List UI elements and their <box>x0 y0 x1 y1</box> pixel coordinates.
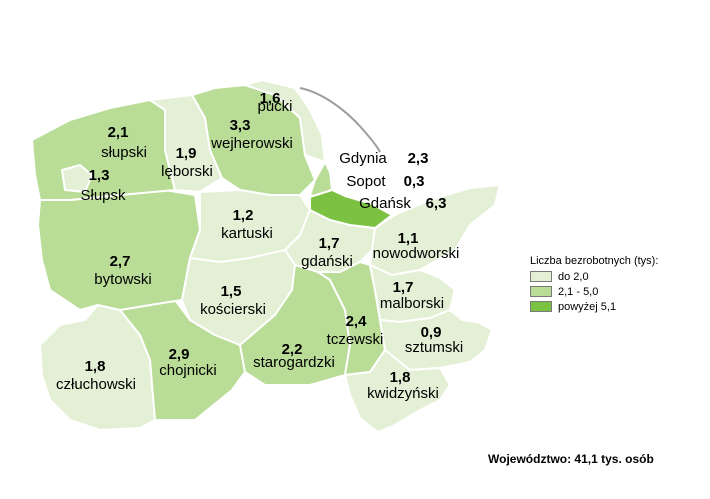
legend-item-low: do 2,0 <box>530 269 658 284</box>
legend-swatch-mid <box>530 286 552 297</box>
name-label-chojnicki: chojnicki <box>159 362 217 379</box>
legend-label-high: powyżej 5,1 <box>558 300 617 313</box>
name-label-kartuski: kartuski <box>221 225 273 242</box>
name-label-kwidzynski: kwidzyński <box>367 385 439 402</box>
city-name-gdynia: Gdynia <box>339 150 387 167</box>
value-label-kartuski: 1,2 <box>233 207 254 224</box>
value-label-slupsk: 1,3 <box>89 167 110 184</box>
value-label-bytowski: 2,7 <box>110 253 131 270</box>
county-pucki <box>244 79 326 163</box>
name-label-slupski: słupski <box>101 144 147 161</box>
legend-label-mid: 2,1 - 5,0 <box>558 285 599 298</box>
value-label-tczewski: 2,4 <box>346 313 368 330</box>
county-bytowski <box>37 189 201 311</box>
county-kwidzynski <box>344 349 451 433</box>
legend: Liczba bezrobotnych (tys): do 2,0 2,1 - … <box>530 255 658 314</box>
city-name-sopot: Sopot <box>346 173 386 190</box>
value-label-sztumski: 0,9 <box>421 324 442 341</box>
value-label-gdanski: 1,7 <box>319 235 340 252</box>
legend-item-mid: 2,1 - 5,0 <box>530 284 658 299</box>
value-label-nowodworski: 1,1 <box>398 230 419 247</box>
hel-peninsula <box>299 87 381 153</box>
value-label-malborski: 1,7 <box>393 279 414 296</box>
name-label-tczewski: tczewski <box>327 331 384 348</box>
value-label-slupski: 2,1 <box>108 124 129 141</box>
city-value-gdansk: 6,3 <box>426 195 447 212</box>
city-value-sopot: 0,3 <box>404 173 425 190</box>
legend-item-high: powyżej 5,1 <box>530 299 658 314</box>
name-label-nowodworski: nowodworski <box>373 245 460 262</box>
name-label-koscierski: kościerski <box>200 301 266 318</box>
value-label-wejherowski: 3,3 <box>230 117 251 134</box>
name-label-leborski: lęborski <box>161 163 213 180</box>
value-label-starogardzki: 2,2 <box>282 341 303 358</box>
value-label-leborski: 1,9 <box>176 145 197 162</box>
legend-swatch-high <box>530 301 552 312</box>
value-label-pucki: 1,6 <box>260 90 281 107</box>
value-label-koscierski: 1,5 <box>221 283 242 300</box>
value-label-czluchowski: 1,8 <box>85 358 106 375</box>
name-label-slupsk: Słupsk <box>80 187 126 204</box>
name-label-czluchowski: człuchowski <box>56 376 136 393</box>
voivodeship-total: Województwo: 41,1 tys. osób <box>488 452 654 466</box>
name-label-gdanski: gdański <box>301 253 353 270</box>
value-label-kwidzynski: 1,8 <box>390 369 411 386</box>
name-label-malborski: malborski <box>380 295 444 312</box>
city-gdansk <box>309 189 393 229</box>
value-label-chojnicki: 2,9 <box>169 346 190 363</box>
name-label-wejherowski: wejherowski <box>210 135 293 152</box>
legend-label-low: do 2,0 <box>558 270 589 283</box>
legend-swatch-low <box>530 271 552 282</box>
legend-title: Liczba bezrobotnych (tys): <box>530 255 659 267</box>
county-slupsk <box>61 164 93 193</box>
name-label-sztumski: sztumski <box>405 339 463 356</box>
name-label-starogardzki: starogardzki <box>253 354 335 371</box>
city-value-gdynia: 2,3 <box>408 150 429 167</box>
name-label-pucki: pucki <box>257 98 292 115</box>
name-label-bytowski: bytowski <box>94 271 152 288</box>
city-name-gdansk: Gdańsk <box>359 195 411 212</box>
